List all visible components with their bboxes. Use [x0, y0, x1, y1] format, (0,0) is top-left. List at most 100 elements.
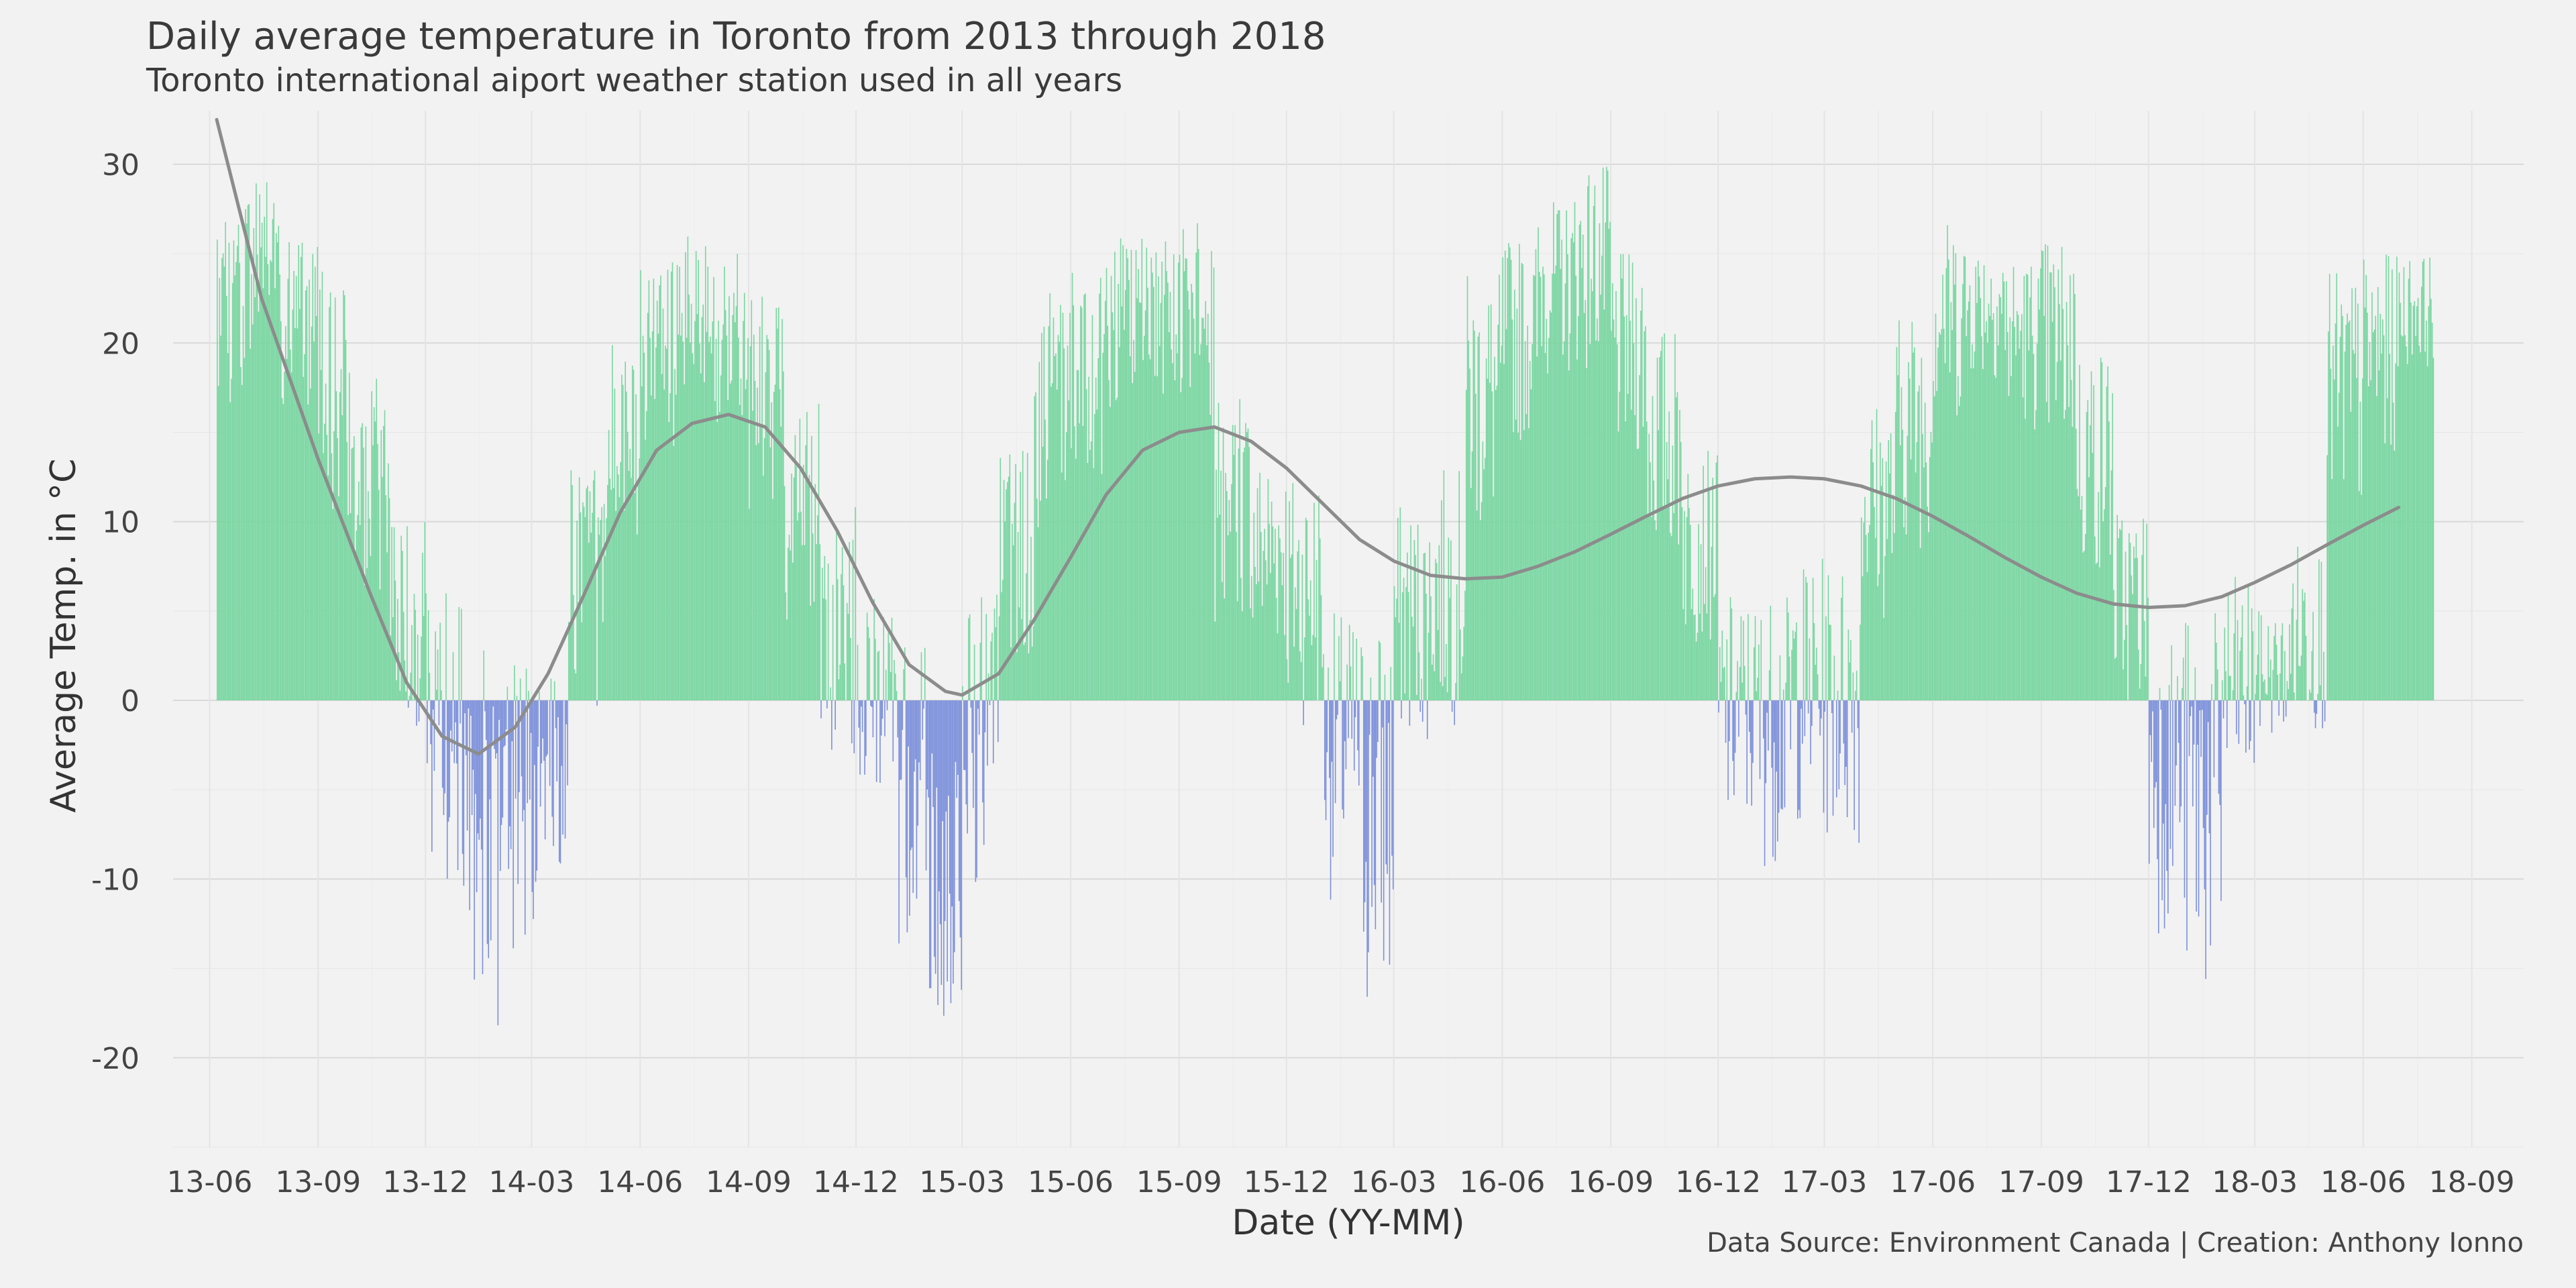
temperature-bar: [1784, 700, 1786, 808]
temperature-bar: [402, 612, 405, 701]
temperature-bar: [1673, 513, 1674, 701]
x-tick-label: 17-06: [1890, 1165, 1976, 1199]
temperature-bar: [1054, 356, 1055, 701]
temperature-bar: [837, 579, 839, 701]
temperature-bar: [1032, 626, 1034, 701]
temperature-bar: [510, 700, 512, 849]
temperature-bar: [1081, 307, 1083, 701]
temperature-bar: [2382, 319, 2383, 701]
temperature-bar: [1922, 433, 1923, 701]
temperature-bar: [1411, 616, 1413, 701]
temperature-bar: [758, 443, 759, 701]
temperature-bar: [1846, 700, 1848, 818]
temperature-bar: [1004, 521, 1006, 701]
temperature-bar: [533, 700, 535, 765]
temperature-bar: [1765, 700, 1767, 784]
temperature-bar: [1116, 397, 1118, 701]
temperature-bar: [421, 553, 423, 701]
temperature-bar: [333, 431, 335, 701]
temperature-bar: [1507, 258, 1509, 701]
temperature-bar: [1928, 532, 1929, 701]
temperature-bar: [1676, 392, 1678, 701]
temperature-bar: [875, 700, 877, 782]
temperature-bar: [293, 270, 294, 701]
temperature-bar: [1597, 318, 1598, 701]
temperature-bar: [2099, 567, 2100, 701]
temperature-bar: [2392, 269, 2393, 701]
temperature-bar: [589, 491, 591, 701]
temperature-bar: [1966, 336, 1967, 701]
temperature-bar: [1167, 282, 1169, 701]
temperature-bar: [1849, 662, 1850, 701]
temperature-bar: [1338, 636, 1340, 701]
temperature-bar: [1670, 536, 1672, 701]
temperature-bar: [596, 700, 598, 706]
temperature-bar: [1829, 625, 1831, 701]
temperature-bar: [2216, 642, 2217, 701]
temperature-bar: [1951, 329, 1953, 701]
temperature-bar: [305, 290, 307, 701]
temperature-bar: [1654, 520, 1656, 701]
temperature-bar: [2316, 700, 2318, 714]
temperature-bar: [1990, 278, 1992, 701]
temperature-bar: [1104, 333, 1105, 701]
temperature-bar: [826, 700, 828, 709]
temperature-bar: [575, 673, 577, 701]
temperature-bar: [2015, 355, 2017, 701]
temperature-bar: [695, 251, 697, 701]
temperature-bar: [264, 217, 265, 701]
temperature-bar: [633, 370, 635, 701]
temperature-bar: [1874, 506, 1875, 701]
temperature-bar: [547, 700, 548, 755]
temperature-bar: [957, 700, 959, 775]
temperature-bar: [2376, 396, 2377, 701]
temperature-bar: [1383, 700, 1385, 961]
temperature-bar: [219, 278, 221, 701]
temperature-bar: [1522, 264, 1523, 701]
temperature-bar: [1787, 612, 1789, 701]
temperature-bar: [2003, 281, 2005, 701]
temperature-bar: [222, 253, 224, 701]
temperature-bar: [2137, 557, 2138, 701]
temperature-bar: [2422, 261, 2424, 701]
temperature-bar: [1248, 447, 1250, 701]
temperature-bar: [1723, 667, 1724, 701]
temperature-bar: [247, 205, 249, 701]
temperature-bar: [896, 690, 898, 701]
temperature-bar: [1743, 665, 1746, 701]
temperature-bar: [427, 610, 429, 701]
temperature-bar: [1890, 433, 1892, 701]
temperature-bar: [2196, 700, 2198, 745]
temperature-bar: [1998, 294, 2000, 701]
temperature-bar: [2017, 315, 2019, 701]
temperature-bar: [1353, 700, 1355, 771]
temperature-bar: [530, 700, 532, 733]
temperature-bar: [1599, 223, 1601, 701]
temperature-bar: [236, 246, 238, 701]
temperature-bar: [1303, 700, 1304, 725]
temperature-bar: [797, 520, 798, 701]
temperature-bar: [2132, 594, 2133, 701]
temperature-bar: [1824, 700, 1826, 712]
temperature-bar: [807, 480, 809, 701]
temperature-bar: [1340, 617, 1342, 701]
temperature-bar: [323, 453, 324, 701]
temperature-bar: [1179, 254, 1181, 701]
temperature-bar: [802, 545, 803, 701]
temperature-bar: [227, 353, 229, 701]
temperature-bar: [556, 700, 557, 782]
temperature-bar: [2224, 627, 2226, 701]
temperature-bar: [315, 316, 317, 701]
temperature-bar: [1891, 553, 1893, 701]
temperature-bar: [2123, 669, 2124, 701]
temperature-bar: [276, 242, 278, 701]
trend-line: [215, 117, 2401, 756]
temperature-bar: [1093, 468, 1094, 701]
temperature-bar: [1745, 700, 1747, 715]
temperature-bar: [242, 305, 244, 701]
temperature-bar: [732, 315, 733, 701]
temperature-bar: [831, 700, 833, 750]
temperature-bar: [1488, 305, 1489, 701]
temperature-bar: [407, 700, 409, 708]
temperature-bar: [1114, 252, 1116, 701]
